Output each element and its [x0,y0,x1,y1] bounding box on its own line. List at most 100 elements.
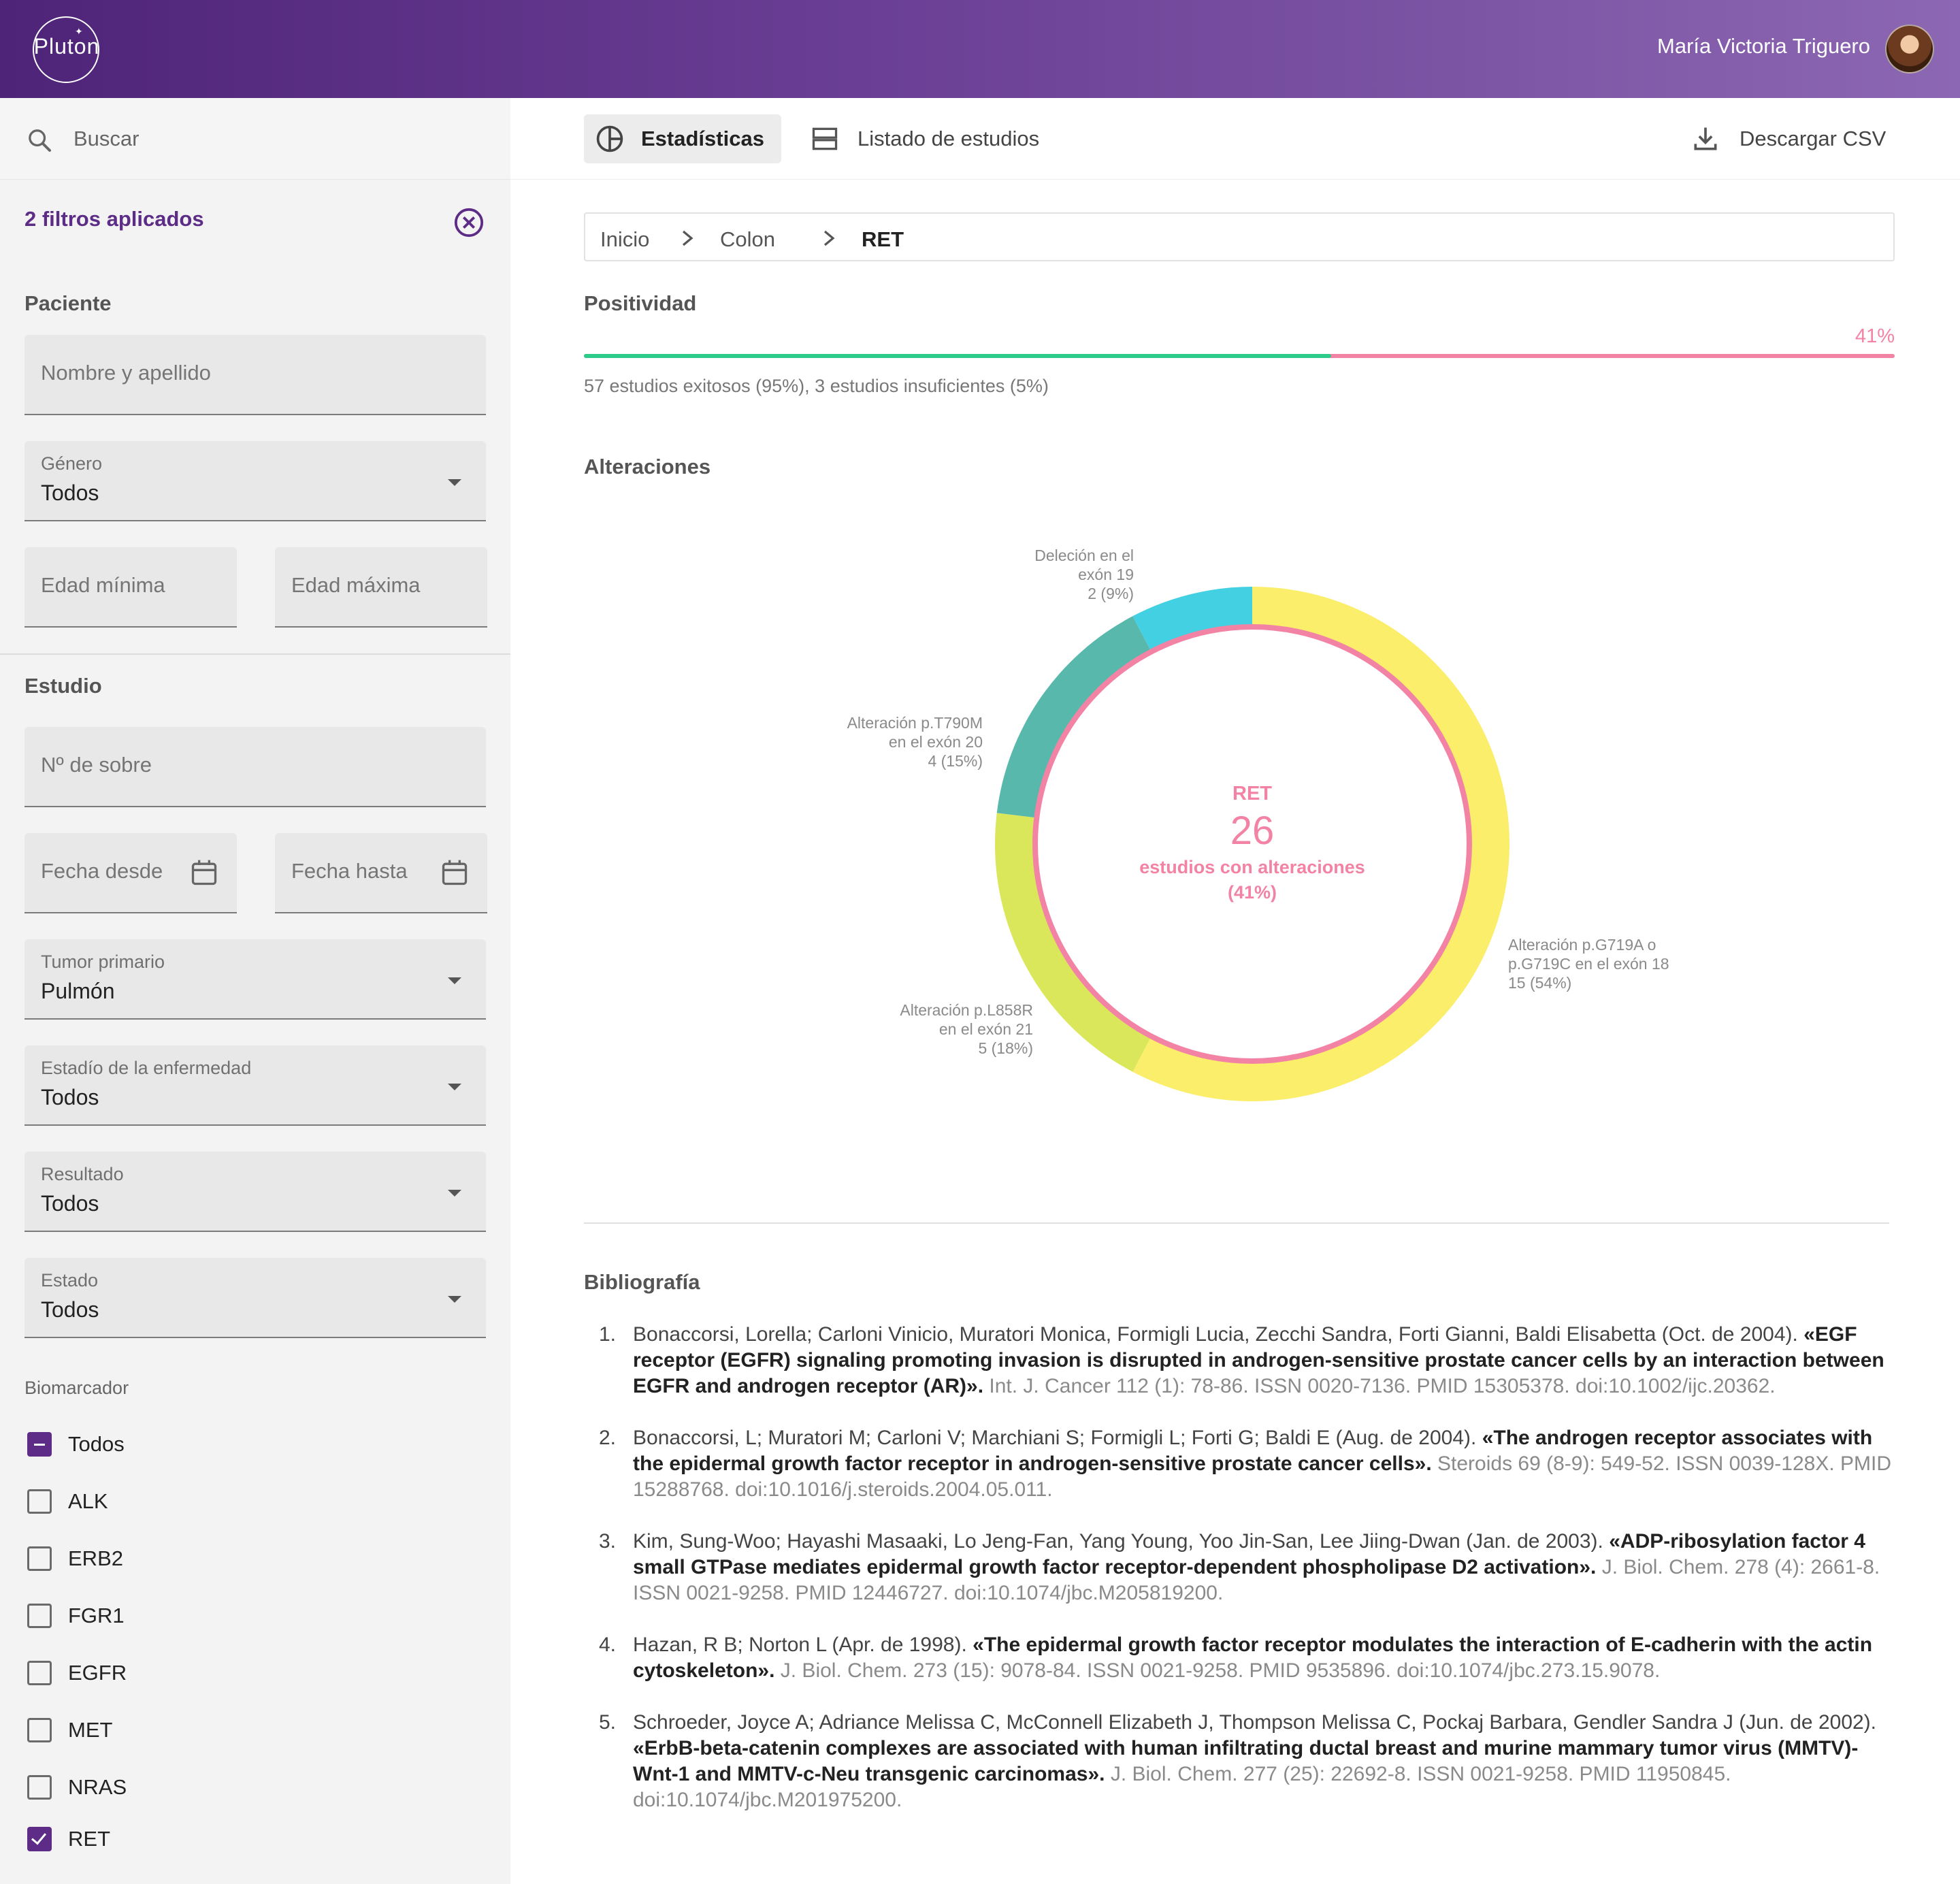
disease-stage-value: Todos [41,1085,99,1109]
donut-slice-label: Alteración p.L858R [900,1001,1033,1019]
date-from-placeholder: Fecha desde [41,859,163,883]
alterations-title: Alteraciones [584,455,711,478]
user-name[interactable]: María Victoria Triguero [1657,34,1870,58]
donut-slice-label: 4 (15%) [928,752,983,770]
section-divider [584,1222,1889,1224]
clear-filters-icon[interactable] [453,207,485,238]
date-to-field[interactable]: Fecha hasta [275,833,487,913]
tab-study-list-label: Listado de estudios [858,127,1040,150]
donut-slice-label: p.G719C en el exón 18 [1508,955,1669,973]
donut-center-text: (41%) [1228,882,1277,903]
donut-slice-label: exón 19 [1078,566,1134,583]
gender-select[interactable]: Género Todos [24,441,486,521]
chevron-down-icon [448,1190,461,1197]
breadcrumb-item-colon[interactable]: Colon [720,227,775,251]
biomarker-label: ERB2 [68,1546,123,1570]
checkbox[interactable] [27,1775,52,1800]
chevron-down-icon [448,1084,461,1090]
reference-title: «ADP-ribosylation factor 4 small GTPase … [633,1530,1865,1578]
biomarker-label: ALK [68,1489,108,1513]
positivity-bar [584,354,1895,358]
top-bar: Pluton ✦ María Victoria Triguero [0,0,1960,98]
search-icon [29,129,51,152]
max-age-field[interactable]: Edad máxima [275,547,487,628]
disease-stage-select[interactable]: Estadío de la enfermedad Todos [24,1045,486,1126]
positivity-bar-fill [584,354,1331,358]
download-icon [1694,127,1717,150]
primary-tumor-value: Pulmón [41,979,115,1003]
positivity-summary: 57 estudios exitosos (95%), 3 estudios i… [584,376,1049,396]
checkbox[interactable] [27,1718,52,1742]
avatar[interactable] [1885,25,1934,74]
reference-authors: Bonaccorsi, L; Muratori M; Carloni V; Ma… [633,1427,1477,1449]
chevron-down-icon [448,977,461,984]
section-divider [0,653,510,655]
donut-center-text: 26 [1230,809,1275,853]
reference-number: 2. [599,1427,617,1449]
result-select[interactable]: Resultado Todos [24,1152,486,1232]
patient-name-field[interactable]: Nombre y apellido [24,335,486,415]
reference-title: «ErbB-beta-catenin complexes are associa… [633,1737,1859,1785]
chevron-down-icon [448,479,461,486]
logo-text: Pluton [33,34,100,59]
tab-statistics-label: Estadísticas [641,127,764,150]
donut-slice[interactable] [995,813,1151,1072]
checkbox[interactable] [27,1489,52,1514]
reference-meta: J. Biol. Chem. 273 (15): 9078-84. ISSN 0… [780,1659,1661,1682]
patient-section-title: Paciente [24,291,112,315]
alterations-donut-chart: Alteración p.G719A op.G719C en el exón 1… [847,547,1669,1101]
checkbox[interactable] [27,1604,52,1628]
checkbox[interactable] [27,1661,52,1685]
gender-value: Todos [41,481,99,505]
list-icon [812,127,838,150]
download-csv-label: Descargar CSV [1740,127,1886,150]
download-csv-button[interactable]: Descargar CSV [1690,114,1908,163]
state-select[interactable]: Estado Todos [24,1258,486,1338]
breadcrumb-item-inicio[interactable]: Inicio [600,227,650,251]
checkbox-indeterminate[interactable] [27,1432,52,1457]
reference-meta: J. Biol. Chem. 277 (25): 22692-8. ISSN 0… [633,1763,1731,1811]
date-from-field[interactable]: Fecha desde [24,833,237,913]
reference-authors: Bonaccorsi, Lorella; Carloni Vinicio, Mu… [633,1323,1798,1346]
biomarker-label: Todos [68,1432,125,1456]
result-value: Todos [41,1191,99,1216]
primary-tumor-select[interactable]: Tumor primario Pulmón [24,939,486,1020]
result-label: Resultado [41,1164,124,1184]
calendar-icon[interactable] [440,858,470,888]
primary-tumor-label: Tumor primario [41,952,165,972]
donut-slice[interactable] [1132,587,1252,650]
main-toolbar: Estadísticas Listado de estudios Descarg… [510,98,1960,180]
donut-slice-label: Alteración p.T790M [847,714,983,732]
logo-star-icon: ✦ [75,26,83,37]
donut-slice-label: Deleción en el [1034,547,1134,564]
logo[interactable] [33,16,99,83]
donut-slice-label: 15 (54%) [1508,974,1571,992]
tab-study-list[interactable]: Listado de estudios [810,114,1068,163]
chevron-down-icon [448,1296,461,1303]
calendar-icon[interactable] [189,858,219,888]
donut-inner-ring [1032,624,1472,1064]
state-value: Todos [41,1297,99,1322]
search-input[interactable]: Buscar [74,127,140,150]
envelope-number-placeholder: Nº de sobre [41,753,152,777]
checkbox-checked[interactable] [27,1827,52,1851]
donut-slice-label: en el exón 21 [939,1020,1033,1038]
donut-slice-label: Alteración p.G719A o [1508,936,1656,954]
donut-slice-label: 5 (18%) [978,1039,1033,1057]
positivity-percent: 41% [1855,325,1895,347]
reference-title: «EGF receptor (EGFR) signaling promoting… [633,1323,1884,1397]
reference-number: 5. [599,1711,617,1734]
donut-slice[interactable] [1132,587,1509,1101]
envelope-number-field[interactable]: Nº de sobre [24,727,486,807]
bibliography-title: Bibliografía [584,1270,700,1294]
chevron-right-icon [682,230,693,246]
reference-meta: J. Biol. Chem. 278 (4): 2661-8. ISSN 002… [633,1556,1880,1604]
study-section-title: Estudio [24,674,102,698]
tab-statistics[interactable]: Estadísticas [584,114,781,163]
reference-title: «The epidermal growth factor receptor mo… [633,1634,1873,1682]
checkbox[interactable] [27,1546,52,1571]
chevron-right-icon [823,230,835,246]
search-bar[interactable]: Buscar [0,98,510,180]
biomarker-label: EGFR [68,1661,127,1685]
min-age-field[interactable]: Edad mínima [24,547,237,628]
